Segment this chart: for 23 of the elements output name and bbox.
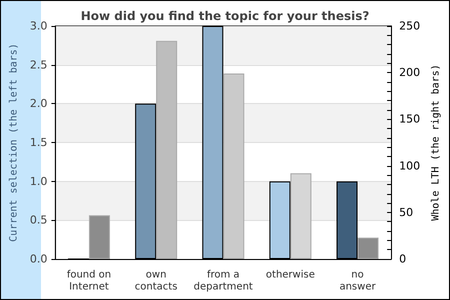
y2-tick-label: 250 bbox=[399, 20, 420, 32]
chart-title: How did you find the topic for your thesis? bbox=[80, 9, 370, 23]
x-tick-label: from a department bbox=[194, 270, 253, 292]
x-tick-label: found on Internet bbox=[66, 270, 112, 292]
y-tick-label: 1.0 bbox=[30, 174, 48, 188]
y2-tick-label: 50 bbox=[399, 206, 414, 219]
y2-tick-label: 100 bbox=[399, 159, 420, 172]
y-tick-label: 2.5 bbox=[30, 58, 48, 72]
bar bbox=[88, 215, 110, 259]
y2-tick-label: 150 bbox=[399, 112, 420, 126]
y-tick-label: 0.5 bbox=[30, 214, 48, 227]
y-tick-label: 3.0 bbox=[30, 20, 48, 32]
x-tick-label: otherwise bbox=[266, 270, 315, 280]
y2-tick-label: 0 bbox=[399, 252, 406, 266]
y-tick-label: 1.5 bbox=[30, 136, 48, 149]
y-tick-label: 2.0 bbox=[30, 97, 48, 110]
y2-axis-title: Whole LTH (the right bars) bbox=[430, 64, 442, 221]
y-axis-title: Current selection (the left bars) bbox=[8, 43, 20, 242]
bar bbox=[358, 238, 379, 259]
y-tick-label: 0.0 bbox=[30, 252, 48, 266]
x-tick-label: no answer bbox=[339, 270, 376, 292]
x-tick-label: own contacts bbox=[134, 270, 178, 292]
y2-tick-label: 200 bbox=[399, 66, 420, 80]
